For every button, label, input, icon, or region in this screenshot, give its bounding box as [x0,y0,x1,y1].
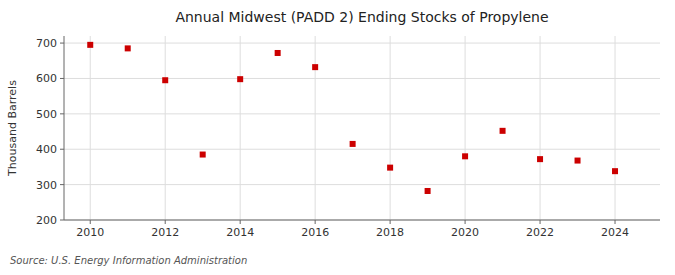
x-grid-line [240,36,241,220]
y-tick-label: 600 [36,72,57,85]
point [462,153,468,159]
y-tick-label: 200 [36,214,57,227]
y-tick-label: 300 [36,179,57,192]
point [125,45,131,51]
y-tick [60,113,64,114]
point [275,50,281,56]
x-tick-label: 2010 [76,226,104,239]
y-tick [60,43,64,44]
point [425,188,431,194]
y-grid-line [64,78,660,79]
y-tick-label: 400 [36,143,57,156]
x-tick-label: 2012 [151,226,179,239]
point [87,42,93,48]
y-grid-line [64,43,660,44]
x-tick [165,220,166,224]
x-tick-label: 2016 [301,226,329,239]
x-tick [90,220,91,224]
y-grid-line [64,184,660,185]
point [200,152,206,158]
point [312,64,318,70]
point [537,156,543,162]
point [162,77,168,83]
y-grid-line [64,220,660,221]
x-tick-label: 2020 [451,226,479,239]
x-grid-line [465,36,466,220]
y-tick-label: 500 [36,108,57,121]
x-tick-label: 2024 [601,226,629,239]
x-grid-line [90,36,91,220]
y-tick-label: 700 [36,37,57,50]
x-tick [615,220,616,224]
point [350,141,356,147]
chart: 2010 2012 2014 2016 2018 2020 2022 2024 200 300 40… [0,0,675,275]
x-tick-label: 2018 [376,226,404,239]
x-axis-line [64,220,660,221]
x-tick [465,220,466,224]
y-tick [60,149,64,150]
x-grid-line [315,36,316,220]
x-tick [315,220,316,224]
y-axis-label: Thousand Barrels [6,80,19,177]
x-grid-line [165,36,166,220]
y-grid-line [64,113,660,114]
y-tick [60,220,64,221]
x-tick-label: 2014 [226,226,254,239]
grid [64,36,660,220]
y-grid-line [64,149,660,150]
y-axis-line [64,36,65,220]
source: Source: U.S. Energy Information Administ… [10,255,247,266]
point [387,165,393,171]
point [500,128,506,134]
point [575,158,581,164]
point [237,76,243,82]
title: Annual Midwest (PADD 2) Ending Stocks of… [175,9,548,25]
x-tick [390,220,391,224]
x-tick [240,220,241,224]
y-tick [60,78,64,79]
x-grid-line [540,36,541,220]
point [612,168,618,174]
x-tick-label: 2022 [526,226,554,239]
x-grid-line [390,36,391,220]
x-tick [540,220,541,224]
points [87,42,618,194]
y-tick [60,184,64,185]
x-grid-line [615,36,616,220]
